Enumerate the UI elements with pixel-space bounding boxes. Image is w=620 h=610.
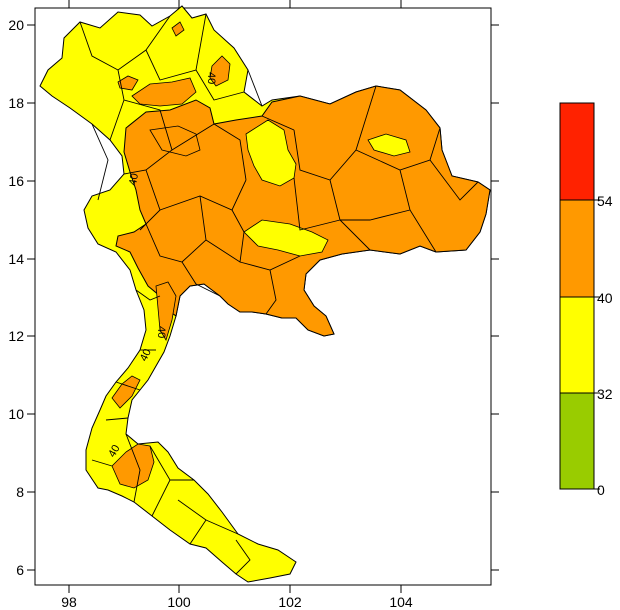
legend-band-40-54 xyxy=(559,199,595,298)
yellow-pocket-2 xyxy=(243,219,329,257)
band-40-54-region xyxy=(111,21,491,489)
y-tick-label: 20 xyxy=(8,17,24,33)
orange-north-1 xyxy=(131,77,197,107)
color-legend: 54 40 32 0 xyxy=(559,102,613,498)
y-tick-label: 14 xyxy=(8,251,24,267)
legend-label-0: 0 xyxy=(597,482,605,498)
yellow-pocket-3 xyxy=(367,133,411,157)
orange-north-4 xyxy=(171,21,185,37)
x-tick-label: 98 xyxy=(61,594,77,610)
contour-label-40: 40 xyxy=(155,326,167,338)
y-tick-label: 16 xyxy=(8,173,24,189)
province-boundaries xyxy=(79,13,479,575)
legend-band-0-32 xyxy=(559,392,595,490)
y-tick-label: 18 xyxy=(8,95,24,111)
y-tick-labels: 6 8 10 12 14 16 18 20 xyxy=(8,17,24,578)
legend-label-40: 40 xyxy=(597,290,613,306)
y-tick-label: 12 xyxy=(8,328,24,344)
y-tick-label: 8 xyxy=(16,484,24,500)
contour-label-40: 40 xyxy=(127,172,141,186)
yellow-pocket-4 xyxy=(149,125,201,157)
y-axis xyxy=(27,24,499,571)
orange-west-strip xyxy=(155,281,177,341)
y-tick-label: 10 xyxy=(8,406,24,422)
orange-north-3 xyxy=(117,75,139,91)
y-tick-label: 6 xyxy=(16,562,24,578)
contour-label-40: 40 xyxy=(205,72,217,84)
contour-labels: 40 40 40 40 40 xyxy=(106,72,217,460)
x-tick-label: 102 xyxy=(278,594,302,610)
legend-band-54-plus xyxy=(559,102,595,201)
x-axis xyxy=(68,0,402,593)
contour-label-40: 40 xyxy=(138,347,154,363)
legend-label-54: 54 xyxy=(597,193,613,209)
orange-north-2 xyxy=(209,55,231,87)
contour-label-40: 40 xyxy=(106,443,123,460)
x-tick-label: 100 xyxy=(167,594,191,610)
legend-band-32-40 xyxy=(559,296,595,394)
orange-south-2 xyxy=(111,443,155,489)
legend-label-32: 32 xyxy=(597,386,613,402)
x-tick-labels: 98 100 102 104 xyxy=(61,594,413,610)
x-tick-label: 104 xyxy=(389,594,413,610)
